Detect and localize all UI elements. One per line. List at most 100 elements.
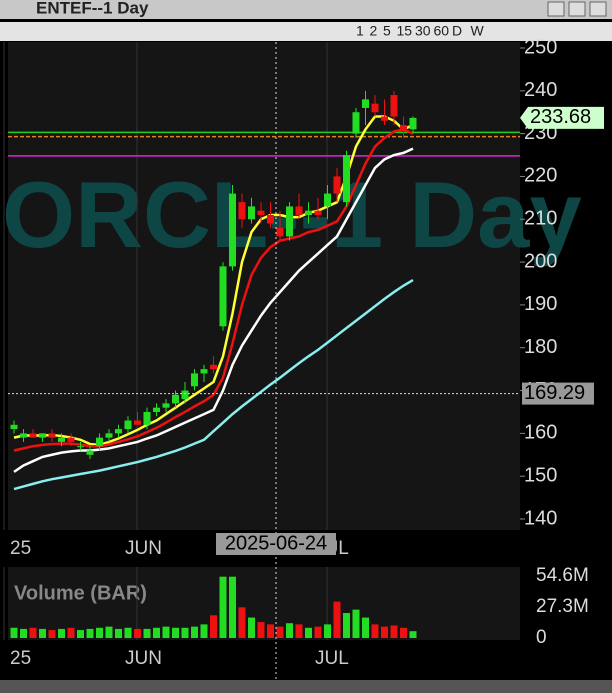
- volume-bar: [390, 625, 398, 638]
- candle-body: [276, 227, 284, 237]
- y-tick-label: 150: [524, 464, 557, 486]
- candle-body: [162, 403, 170, 408]
- y-tick-label: 140: [524, 507, 557, 529]
- toolbar-periods: 1 2 5 15 30 60 D W: [356, 23, 485, 39]
- period-button[interactable]: 60: [434, 23, 450, 39]
- volume-bar: [238, 607, 246, 638]
- volume-bar: [362, 617, 369, 638]
- candle-body: [191, 373, 198, 387]
- x-tick-label: JUN: [125, 538, 162, 559]
- x-tick-label: 25: [10, 538, 31, 559]
- candle-body: [248, 206, 255, 220]
- period-button[interactable]: 5: [383, 23, 391, 39]
- y-tick-label: 200: [524, 250, 557, 272]
- volume-tick-label: 0: [536, 627, 547, 648]
- volume-bar: [10, 627, 18, 638]
- candle-body: [181, 390, 189, 400]
- period-button[interactable]: D: [452, 23, 462, 39]
- toolbar: [0, 22, 612, 41]
- volume-bar: [124, 627, 132, 638]
- last-price: 233.68: [530, 106, 591, 128]
- close-button[interactable]: [589, 1, 607, 17]
- crosshair-date-box: [216, 533, 336, 555]
- volume-bar: [381, 626, 388, 638]
- volume-bar: [172, 627, 179, 638]
- volume-bar: [333, 601, 341, 638]
- candle-body: [314, 210, 322, 215]
- volume-title: Volume (BAR): [14, 582, 147, 604]
- volume-bar: [105, 626, 113, 638]
- volume-bar: [67, 627, 75, 638]
- candle-body: [390, 95, 398, 117]
- candle-body: [400, 125, 407, 130]
- period-button[interactable]: 30: [415, 23, 431, 39]
- volume-bar: [77, 630, 84, 638]
- volume-bar: [267, 624, 274, 638]
- candle-body: [134, 420, 141, 425]
- volume-bar: [191, 626, 198, 638]
- volume-bar: [115, 628, 122, 638]
- x-tick-label: JUN: [125, 648, 162, 669]
- y-tick-label: 210: [524, 208, 557, 230]
- plot: 2525JUNJUNJULJUL140150160170180190200210…: [3, 36, 604, 680]
- y-tick-label: 250: [524, 36, 557, 58]
- volume-bar: [86, 628, 94, 638]
- crosshair-price: 169.29: [524, 382, 585, 404]
- candle-body: [295, 206, 303, 215]
- volume-bar: [400, 627, 407, 638]
- volume-bar: [295, 624, 303, 638]
- y-tick-label: 240: [524, 79, 557, 101]
- candle-body: [20, 433, 27, 438]
- volume-bar: [210, 615, 217, 638]
- volume-tick-label: 54.6M: [536, 565, 589, 586]
- candle-body: [200, 369, 208, 374]
- volume-bar: [229, 576, 236, 638]
- scrollbar[interactable]: [0, 680, 612, 693]
- candle-body: [105, 433, 113, 438]
- volume-bar: [153, 627, 160, 638]
- candle-body: [143, 411, 151, 425]
- volume-bar: [219, 576, 227, 638]
- y-tick-label: 180: [524, 336, 557, 358]
- candle-body: [210, 364, 217, 370]
- candle-body: [343, 155, 350, 203]
- period-button[interactable]: 2: [370, 23, 378, 39]
- candle-body: [352, 112, 360, 134]
- y-tick-label: 220: [524, 165, 557, 187]
- candle-body: [172, 394, 179, 404]
- volume-bar: [324, 624, 331, 638]
- minimize-button[interactable]: [547, 1, 565, 17]
- y-tick-label: 190: [524, 293, 557, 315]
- candle-body: [333, 176, 341, 194]
- volume-bar: [143, 628, 151, 638]
- candle-body: [86, 450, 94, 455]
- candle-body: [115, 429, 122, 434]
- volume-bar: [257, 622, 265, 638]
- candle-body: [371, 103, 379, 113]
- y-tick-label: 160: [524, 422, 557, 444]
- period-button[interactable]: 1: [356, 23, 364, 39]
- candle-body: [10, 424, 18, 430]
- plot-area: [8, 42, 520, 530]
- volume-bar: [58, 628, 65, 638]
- volume-tick-label: 27.3M: [536, 596, 589, 617]
- candle-body: [153, 407, 160, 412]
- candle-body: [381, 116, 388, 121]
- volume-bar: [371, 624, 379, 638]
- volume-bar: [134, 628, 141, 638]
- candle-body: [362, 99, 369, 108]
- candle-body: [67, 437, 75, 442]
- restore-button[interactable]: [568, 1, 586, 17]
- period-button[interactable]: W: [471, 23, 485, 39]
- candle-body: [77, 446, 84, 448]
- candle-body: [29, 433, 37, 438]
- moving-average: [13, 147, 414, 473]
- candle-body: [409, 117, 417, 130]
- period-button[interactable]: 15: [397, 23, 413, 39]
- candle-body: [305, 210, 312, 215]
- candle-body: [286, 206, 293, 237]
- candle-body: [229, 193, 236, 267]
- candle-body: [257, 210, 265, 215]
- volume-bar: [314, 626, 322, 638]
